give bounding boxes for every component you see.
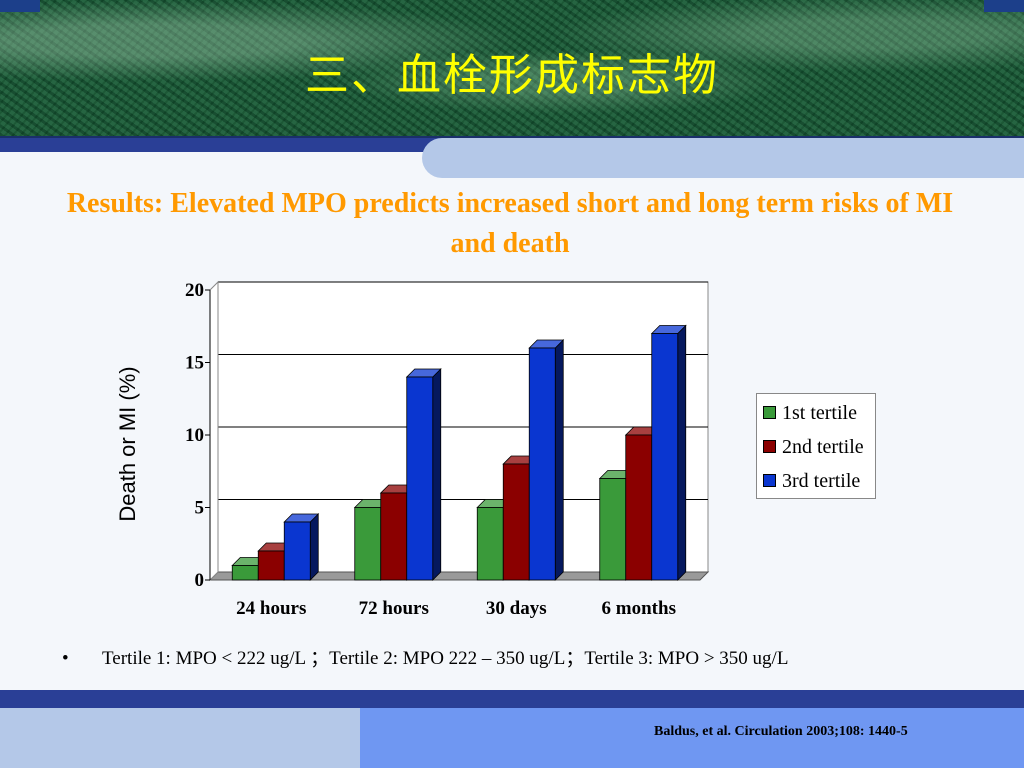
bar-side-1-2 — [432, 368, 442, 581]
footer-band — [0, 690, 1024, 708]
bar-1-2 — [406, 376, 434, 581]
legend-item-2: 2nd tertile — [763, 434, 864, 460]
y-tick-label-1: 5 — [195, 498, 205, 519]
bar-side-3-2 — [677, 324, 687, 581]
footer-left-panel — [0, 708, 360, 768]
divider-band-light — [422, 138, 1024, 178]
bar-side-2-2 — [554, 339, 564, 581]
bullet-marker: • — [62, 648, 69, 669]
legend-label-2: 2nd tertile — [782, 436, 864, 458]
bar-0-2 — [283, 521, 311, 581]
bar-3-2 — [651, 333, 679, 581]
bar-2-0 — [476, 507, 504, 581]
bar-0-0 — [231, 565, 259, 581]
bar-2-1 — [502, 463, 530, 581]
y-axis-label: Death or MI (%) — [115, 366, 140, 522]
chart-legend: 1st tertile 2nd tertile 3rd tertile — [756, 393, 876, 499]
legend-item-1: 1st tertile — [763, 400, 857, 426]
bar-3-1 — [625, 434, 653, 581]
legend-label-3: 3rd tertile — [782, 470, 861, 492]
footnote: • Tertile 1: MPO < 222 ug/L ；Tertile 2: M… — [62, 643, 788, 670]
legend-swatch-3 — [763, 473, 776, 487]
x-tick-label-3: 6 months — [602, 598, 676, 619]
header-corner-right — [984, 0, 1024, 12]
y-tick-label-3: 15 — [185, 353, 204, 374]
slide-subtitle: Results: Elevated MPO predicts increased… — [66, 188, 954, 259]
bar-2-2 — [528, 347, 556, 581]
chart-side-wall — [209, 280, 219, 582]
y-tick-label-2: 10 — [185, 425, 204, 446]
header-corner-left — [0, 0, 40, 12]
x-tick-label-2: 30 days — [486, 598, 547, 619]
footnote-text: Tertile 1: MPO < 222 ug/L ；Tertile 2: MP… — [102, 648, 789, 669]
bar-1-1 — [380, 492, 408, 581]
bar-chart: 0 5 10 15 20 24 hours 72 hours 30 days 6 months — [185, 280, 710, 619]
x-tick-label-1: 72 hours — [359, 598, 429, 619]
bar-0-1 — [257, 550, 285, 581]
legend-item-3: 3rd tertile — [763, 468, 860, 494]
legend-label-1: 1st tertile — [782, 402, 857, 424]
bar-1-0 — [354, 507, 382, 581]
citation: Baldus, et al. Circulation 2003;108: 144… — [654, 724, 908, 739]
x-tick-label-0: 24 hours — [236, 598, 306, 619]
footer-right-panel — [360, 708, 1024, 768]
bar-side-0-2 — [309, 513, 319, 581]
slide-title: 三、血栓形成标志物 — [305, 50, 719, 101]
legend-swatch-1 — [763, 405, 776, 419]
header-banner — [0, 0, 1024, 139]
y-tick-label-4: 20 — [185, 280, 204, 301]
y-tick-label-0: 0 — [195, 570, 205, 591]
legend-swatch-2 — [763, 439, 776, 453]
bar-3-0 — [599, 478, 627, 581]
